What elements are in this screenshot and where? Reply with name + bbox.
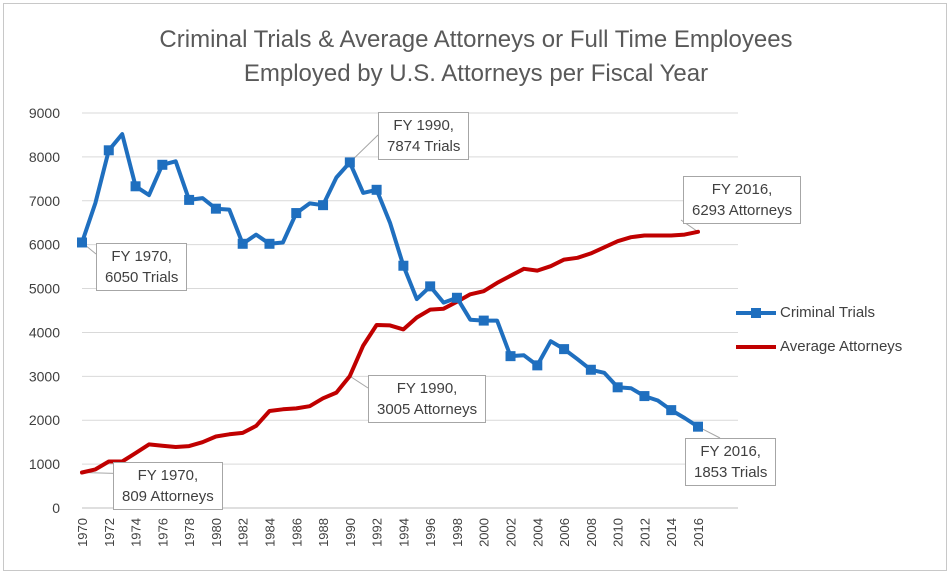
series-layer: [77, 132, 703, 475]
x-tick-label: 1994: [396, 518, 411, 547]
x-tick-label: 1984: [262, 518, 277, 547]
y-tick-label: 9000: [29, 105, 60, 121]
callout-line: 1853 Trials: [694, 464, 768, 481]
callout-leader: [349, 375, 369, 389]
data-point-trials: [451, 292, 462, 303]
callout-line: FY 1970,: [111, 248, 172, 265]
data-point-trials: [639, 391, 650, 402]
legend-label-trials: Criminal Trials: [780, 304, 876, 321]
legend-item-average-attorneys: Average Attorneys: [736, 338, 902, 355]
x-tick-label: 1996: [423, 518, 438, 547]
y-axis-ticks: 0 1000 2000 3000 4000 5000 6000 7000 8000 9000: [29, 105, 60, 516]
x-tick-label: 1998: [450, 518, 465, 547]
data-point-trials: [559, 344, 570, 355]
callout-line: 3005 Attorneys: [377, 401, 478, 418]
x-tick-label: 1970: [75, 518, 90, 547]
data-point-trials: [291, 208, 302, 219]
data-point-trials: [264, 238, 275, 249]
x-axis-ticks: 1970 1972 1974 1976 1978 1980 1982 1984 1986 1988…: [75, 518, 706, 547]
callout-2016-attorneys: FY 2016, 6293 Attorneys: [683, 176, 802, 224]
data-point-trials: [184, 194, 195, 205]
x-tick-label: 2008: [584, 518, 599, 547]
data-point-trials: [505, 351, 516, 362]
data-point-trials: [318, 200, 329, 211]
x-tick-label: 1976: [155, 518, 170, 547]
chart-title-line-1: Criminal Trials & Average Attorneys or F…: [159, 26, 793, 53]
y-tick-label: 4000: [29, 324, 60, 340]
x-tick-label: 2002: [504, 518, 519, 547]
x-tick-label: 1986: [289, 518, 304, 547]
callout-1970-trials: FY 1970, 6050 Trials: [96, 243, 188, 291]
callout-1990-attorneys: FY 1990, 3005 Attorneys: [368, 375, 487, 423]
x-tick-label: 1980: [209, 518, 224, 547]
y-tick-label: 8000: [29, 149, 60, 165]
callout-leaders: [81, 134, 721, 475]
callout-line: 7874 Trials: [387, 138, 461, 155]
series-line-average-attorneys: [80, 229, 700, 475]
y-tick-label: 2000: [29, 412, 60, 428]
data-point-trials: [210, 203, 221, 214]
x-tick-label: 2012: [637, 518, 652, 547]
callout-line: FY 2016,: [711, 181, 773, 198]
y-tick-label: 5000: [29, 281, 60, 297]
x-tick-label: 1990: [343, 518, 358, 547]
callout-line: 6050 Trials: [105, 269, 179, 286]
data-point-trials: [371, 184, 382, 195]
y-tick-label: 1000: [29, 456, 60, 472]
data-point-trials: [103, 145, 114, 156]
x-tick-label: 2014: [664, 518, 679, 547]
data-point-trials: [398, 260, 409, 271]
callout-line: FY 1990,: [393, 117, 454, 134]
data-point-trials: [478, 315, 489, 326]
callout-line: 6293 Attorneys: [692, 202, 793, 219]
callout-line: FY 1970,: [137, 467, 199, 484]
y-tick-label: 3000: [29, 368, 60, 384]
callout-line: FY 2016,: [700, 443, 761, 460]
legend-swatch-attorneys: [736, 341, 776, 353]
x-tick-label: 2000: [477, 518, 492, 547]
y-tick-label: 6000: [29, 237, 60, 253]
data-point-trials: [344, 157, 355, 168]
data-point-trials: [130, 181, 141, 192]
data-point-trials: [585, 364, 596, 375]
x-tick-label: 1988: [316, 518, 331, 547]
x-tick-label: 1982: [236, 518, 251, 547]
data-point-trials: [532, 360, 543, 371]
callout-1990-trials: FY 1990, 7874 Trials: [378, 112, 470, 160]
data-point-trials: [612, 382, 623, 393]
x-tick-label: 2006: [557, 518, 572, 547]
legend-item-criminal-trials: Criminal Trials: [736, 304, 875, 321]
legend-label-attorneys: Average Attorneys: [780, 338, 903, 355]
x-tick-label: 1974: [129, 518, 144, 547]
x-tick-label: 1992: [370, 518, 385, 547]
callout-2016-trials: FY 2016, 1853 Trials: [685, 438, 777, 486]
y-tick-label: 7000: [29, 193, 60, 209]
callout-line: FY 1990,: [396, 380, 458, 397]
y-tick-label: 0: [52, 500, 60, 516]
x-tick-label: 1978: [182, 518, 197, 547]
callout-line: 809 Attorneys: [122, 488, 214, 505]
data-point-trials: [666, 405, 677, 416]
x-tick-label: 1972: [102, 518, 117, 547]
x-tick-label: 2010: [611, 518, 626, 547]
x-tick-label: 2004: [530, 518, 545, 547]
legend-swatch-trials: [736, 307, 776, 319]
data-point-trials: [693, 421, 703, 432]
callout-1970-attorneys: FY 1970, 809 Attorneys: [113, 462, 223, 510]
chart-title-line-2: Employed by U.S. Attorneys per Fiscal Ye…: [243, 60, 709, 87]
data-point-trials: [237, 238, 248, 249]
data-point-trials: [157, 159, 168, 170]
x-tick-label: 2016: [691, 518, 706, 547]
data-point-trials: [425, 281, 436, 292]
data-point-trials: [77, 237, 87, 248]
